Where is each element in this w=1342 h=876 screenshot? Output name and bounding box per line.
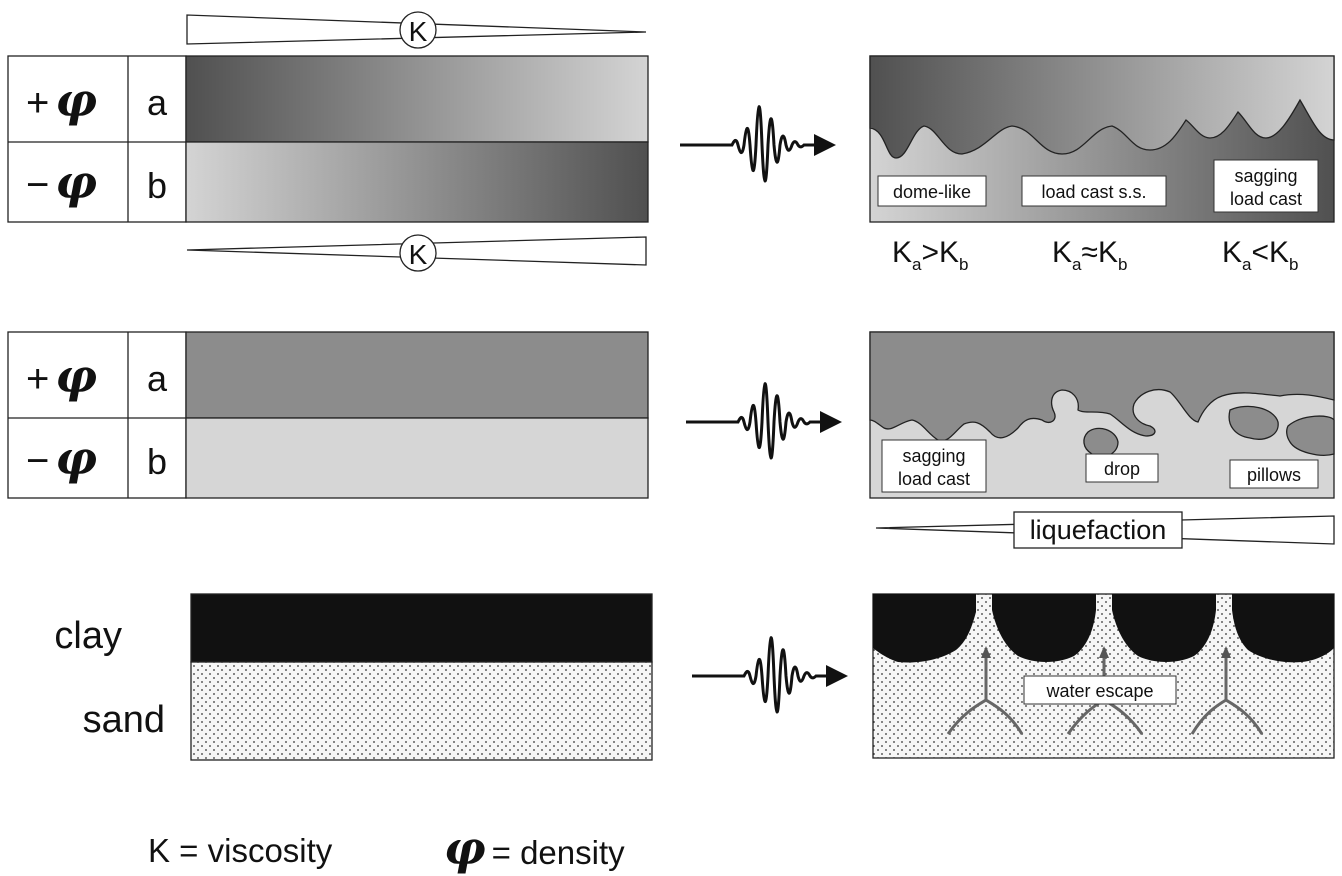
svg-text:sagging: sagging	[902, 446, 965, 466]
row1-density-a: + φ	[26, 73, 97, 127]
svg-text:pillows: pillows	[1247, 465, 1301, 485]
row1-initial: K + φ − φ a b K	[7, 11, 649, 272]
row1-label-load-cast-ss: load cast s.s.	[1021, 175, 1167, 207]
row1-bottom-wedge-label: K	[409, 239, 428, 270]
row3-result: water escape	[872, 593, 1335, 759]
row2-seismic-wave-icon	[684, 382, 844, 460]
row2-initial: + φ − φ a b	[7, 331, 649, 499]
row2-layer-b	[185, 417, 649, 499]
row2-label-box: + φ − φ a b	[7, 331, 187, 499]
row1-label-box: + φ − φ a b	[7, 55, 187, 223]
legend: K = viscosity φ = density	[148, 821, 625, 875]
row1-seismic-wave-icon	[678, 105, 838, 183]
row1-density-b: − φ	[26, 155, 97, 209]
row1-layer-b	[185, 141, 649, 223]
row1-relation-less: Ka<Kb	[1222, 236, 1299, 274]
row3-clay-layer	[190, 593, 653, 663]
row2-density-a: + φ	[26, 349, 97, 403]
svg-text:load cast: load cast	[898, 469, 970, 489]
row2-layer-b-name: b	[147, 441, 167, 482]
svg-text:water escape: water escape	[1045, 681, 1153, 701]
row3-seismic-wave-icon	[690, 636, 850, 714]
row1-bottom-wedge: K	[186, 234, 647, 272]
row3-sand-layer	[190, 661, 653, 761]
row1-result: dome-like load cast s.s. sagging load ca…	[869, 55, 1335, 274]
row2-label-pillows: pillows	[1229, 459, 1319, 489]
row3-sand-label: sand	[83, 699, 165, 741]
row3-clay-label: clay	[54, 615, 122, 657]
row2-label-sagging-load-cast: sagging load cast	[881, 439, 987, 493]
row1-label-sagging-load-cast: sagging load cast	[1213, 159, 1319, 213]
row3-initial: clay sand	[54, 593, 653, 761]
svg-text:load cast: load cast	[1230, 189, 1302, 209]
row1-layer-a	[185, 55, 649, 143]
svg-text:load cast s.s.: load cast s.s.	[1041, 182, 1146, 202]
svg-text:sagging: sagging	[1234, 166, 1297, 186]
row2-label-drop: drop	[1085, 453, 1159, 483]
row1-layer-a-name: a	[147, 82, 168, 123]
row1-label-dome-like: dome-like	[877, 175, 987, 207]
legend-viscosity: K = viscosity	[148, 832, 333, 869]
row1-top-wedge-label: K	[409, 16, 428, 47]
row2-layer-a	[185, 331, 649, 419]
svg-text:Ka<Kb: Ka<Kb	[1222, 236, 1299, 274]
row2-density-b: − φ	[26, 431, 97, 485]
row1-relation-approx: Ka≈Kb	[1052, 236, 1127, 274]
svg-text:dome-like: dome-like	[893, 182, 971, 202]
row3-label-water-escape: water escape	[1023, 675, 1177, 705]
row2-liquefaction-label: liquefaction	[1030, 515, 1167, 545]
row2-layer-a-name: a	[147, 358, 168, 399]
row1-relation-greater: Ka>Kb	[892, 236, 969, 274]
svg-text:Ka>Kb: Ka>Kb	[892, 236, 969, 274]
row2-result: sagging load cast drop pillows	[869, 331, 1335, 499]
row2-liquefaction-wedge: liquefaction	[875, 511, 1335, 549]
svg-text:drop: drop	[1104, 459, 1140, 479]
legend-density: φ = density	[444, 821, 625, 875]
row1-top-wedge: K	[186, 11, 647, 49]
svg-text:Ka≈Kb: Ka≈Kb	[1052, 236, 1127, 274]
row1-layer-b-name: b	[147, 165, 167, 206]
